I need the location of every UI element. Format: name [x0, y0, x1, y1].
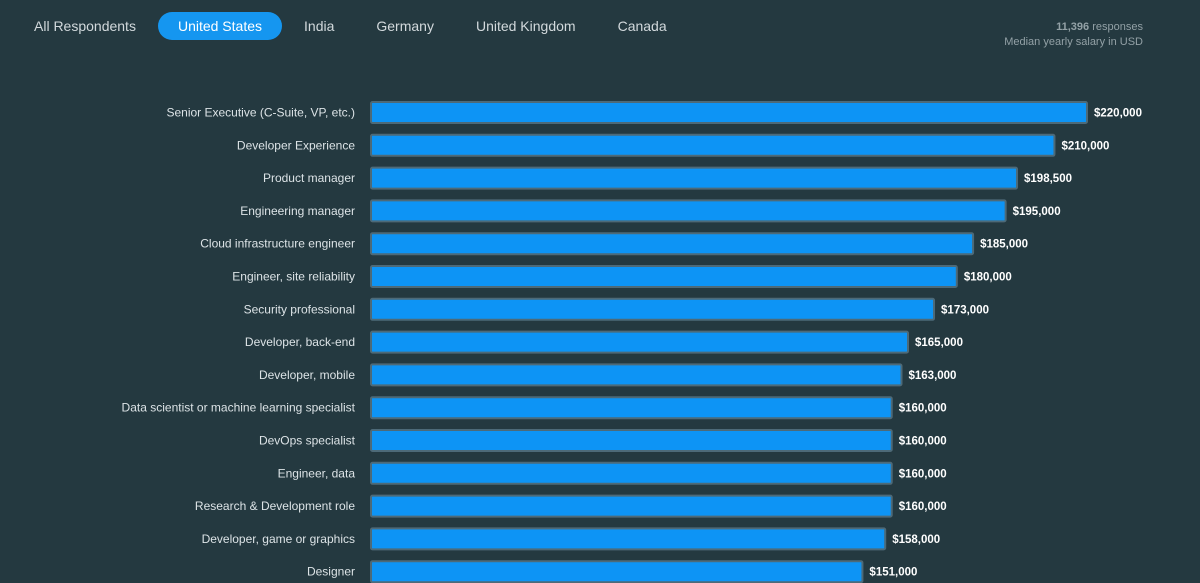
bar-senior-executive-c-suite-vp-etc[interactable]	[370, 101, 1088, 124]
category-label-security-professional: Security professional	[244, 302, 355, 316]
value-label-developer-back-end: $165,000	[915, 337, 963, 349]
bar-engineer-site-reliability[interactable]	[370, 265, 958, 288]
value-label-data-scientist-or-machine-learning-specialist: $160,000	[899, 403, 947, 415]
chart-subtitle: Median yearly salary in USD	[1004, 36, 1143, 48]
value-label-developer-mobile: $163,000	[908, 370, 956, 382]
category-label-cloud-infrastructure-engineer: Cloud infrastructure engineer	[200, 237, 355, 251]
tab-all-respondents[interactable]: All Respondents	[34, 18, 136, 34]
category-label-engineering-manager: Engineering manager	[240, 204, 355, 218]
bar-designer[interactable]	[370, 560, 864, 583]
bar-developer-back-end[interactable]	[370, 330, 909, 354]
value-label-designer: $151,000	[869, 567, 917, 579]
category-label-engineer-data: Engineer, data	[278, 466, 356, 480]
response-summary: 11,396 responses Median yearly salary in…	[1004, 20, 1143, 50]
category-label-developer-game-or-graphics: Developer, game or graphics	[202, 532, 355, 546]
response-count-line: 11,396 responses	[1004, 20, 1143, 35]
category-label-designer: Designer	[307, 565, 355, 579]
bar-engineer-data[interactable]	[370, 461, 893, 485]
category-label-research-development-role: Research & Development role	[195, 499, 355, 513]
value-label-engineer-site-reliability: $180,000	[964, 272, 1012, 284]
bar-engineering-manager[interactable]	[370, 199, 1007, 223]
value-label-developer-game-or-graphics: $158,000	[892, 534, 940, 546]
bar-security-professional[interactable]	[370, 297, 936, 321]
category-label-senior-executive-c-suite-vp-etc: Senior Executive (C-Suite, VP, etc.)	[166, 106, 355, 120]
value-label-cloud-infrastructure-engineer: $185,000	[980, 239, 1028, 251]
category-label-developer-back-end: Developer, back-end	[245, 335, 355, 349]
tab-germany[interactable]: Germany	[376, 18, 434, 34]
bar-research-development-role[interactable]	[370, 494, 893, 518]
tab-canada[interactable]: Canada	[617, 18, 667, 34]
tab-united-kingdom[interactable]: United Kingdom	[475, 18, 576, 34]
bar-developer-mobile[interactable]	[370, 363, 903, 387]
category-label-engineer-site-reliability: Engineer, site reliability	[232, 270, 355, 284]
bar-product-manager[interactable]	[370, 166, 1019, 190]
bar-data-scientist-or-machine-learning-specialist[interactable]	[370, 396, 893, 420]
bar-cloud-infrastructure-engineer[interactable]	[370, 232, 975, 256]
category-label-product-manager: Product manager	[263, 171, 355, 185]
value-label-senior-executive-c-suite-vp-etc: $220,000	[1094, 108, 1142, 120]
value-label-product-manager: $198,500	[1024, 173, 1072, 185]
country-tabs: All Respondents United States India Germ…	[14, 12, 689, 40]
response-count: 11,396	[1056, 21, 1090, 33]
value-label-engineer-data: $160,000	[899, 468, 947, 480]
value-label-developer-experience: $210,000	[1061, 140, 1109, 152]
category-label-devops-specialist: DevOps specialist	[259, 434, 356, 448]
value-label-research-development-role: $160,000	[899, 501, 947, 513]
bar-developer-experience[interactable]	[370, 133, 1056, 157]
tab-united-states[interactable]: United States	[157, 12, 283, 40]
value-label-engineering-manager: $195,000	[1013, 206, 1061, 218]
bar-developer-game-or-graphics[interactable]	[370, 527, 887, 551]
category-label-developer-experience: Developer Experience	[237, 138, 355, 152]
tab-india[interactable]: India	[304, 18, 335, 34]
value-label-security-professional: $173,000	[941, 304, 989, 316]
value-label-devops-specialist: $160,000	[899, 436, 947, 448]
bar-devops-specialist[interactable]	[370, 429, 893, 452]
response-suffix: responses	[1092, 21, 1143, 33]
category-label-developer-mobile: Developer, mobile	[259, 368, 355, 382]
category-label-data-scientist-or-machine-learning-specialist: Data scientist or machine learning speci…	[122, 401, 356, 415]
